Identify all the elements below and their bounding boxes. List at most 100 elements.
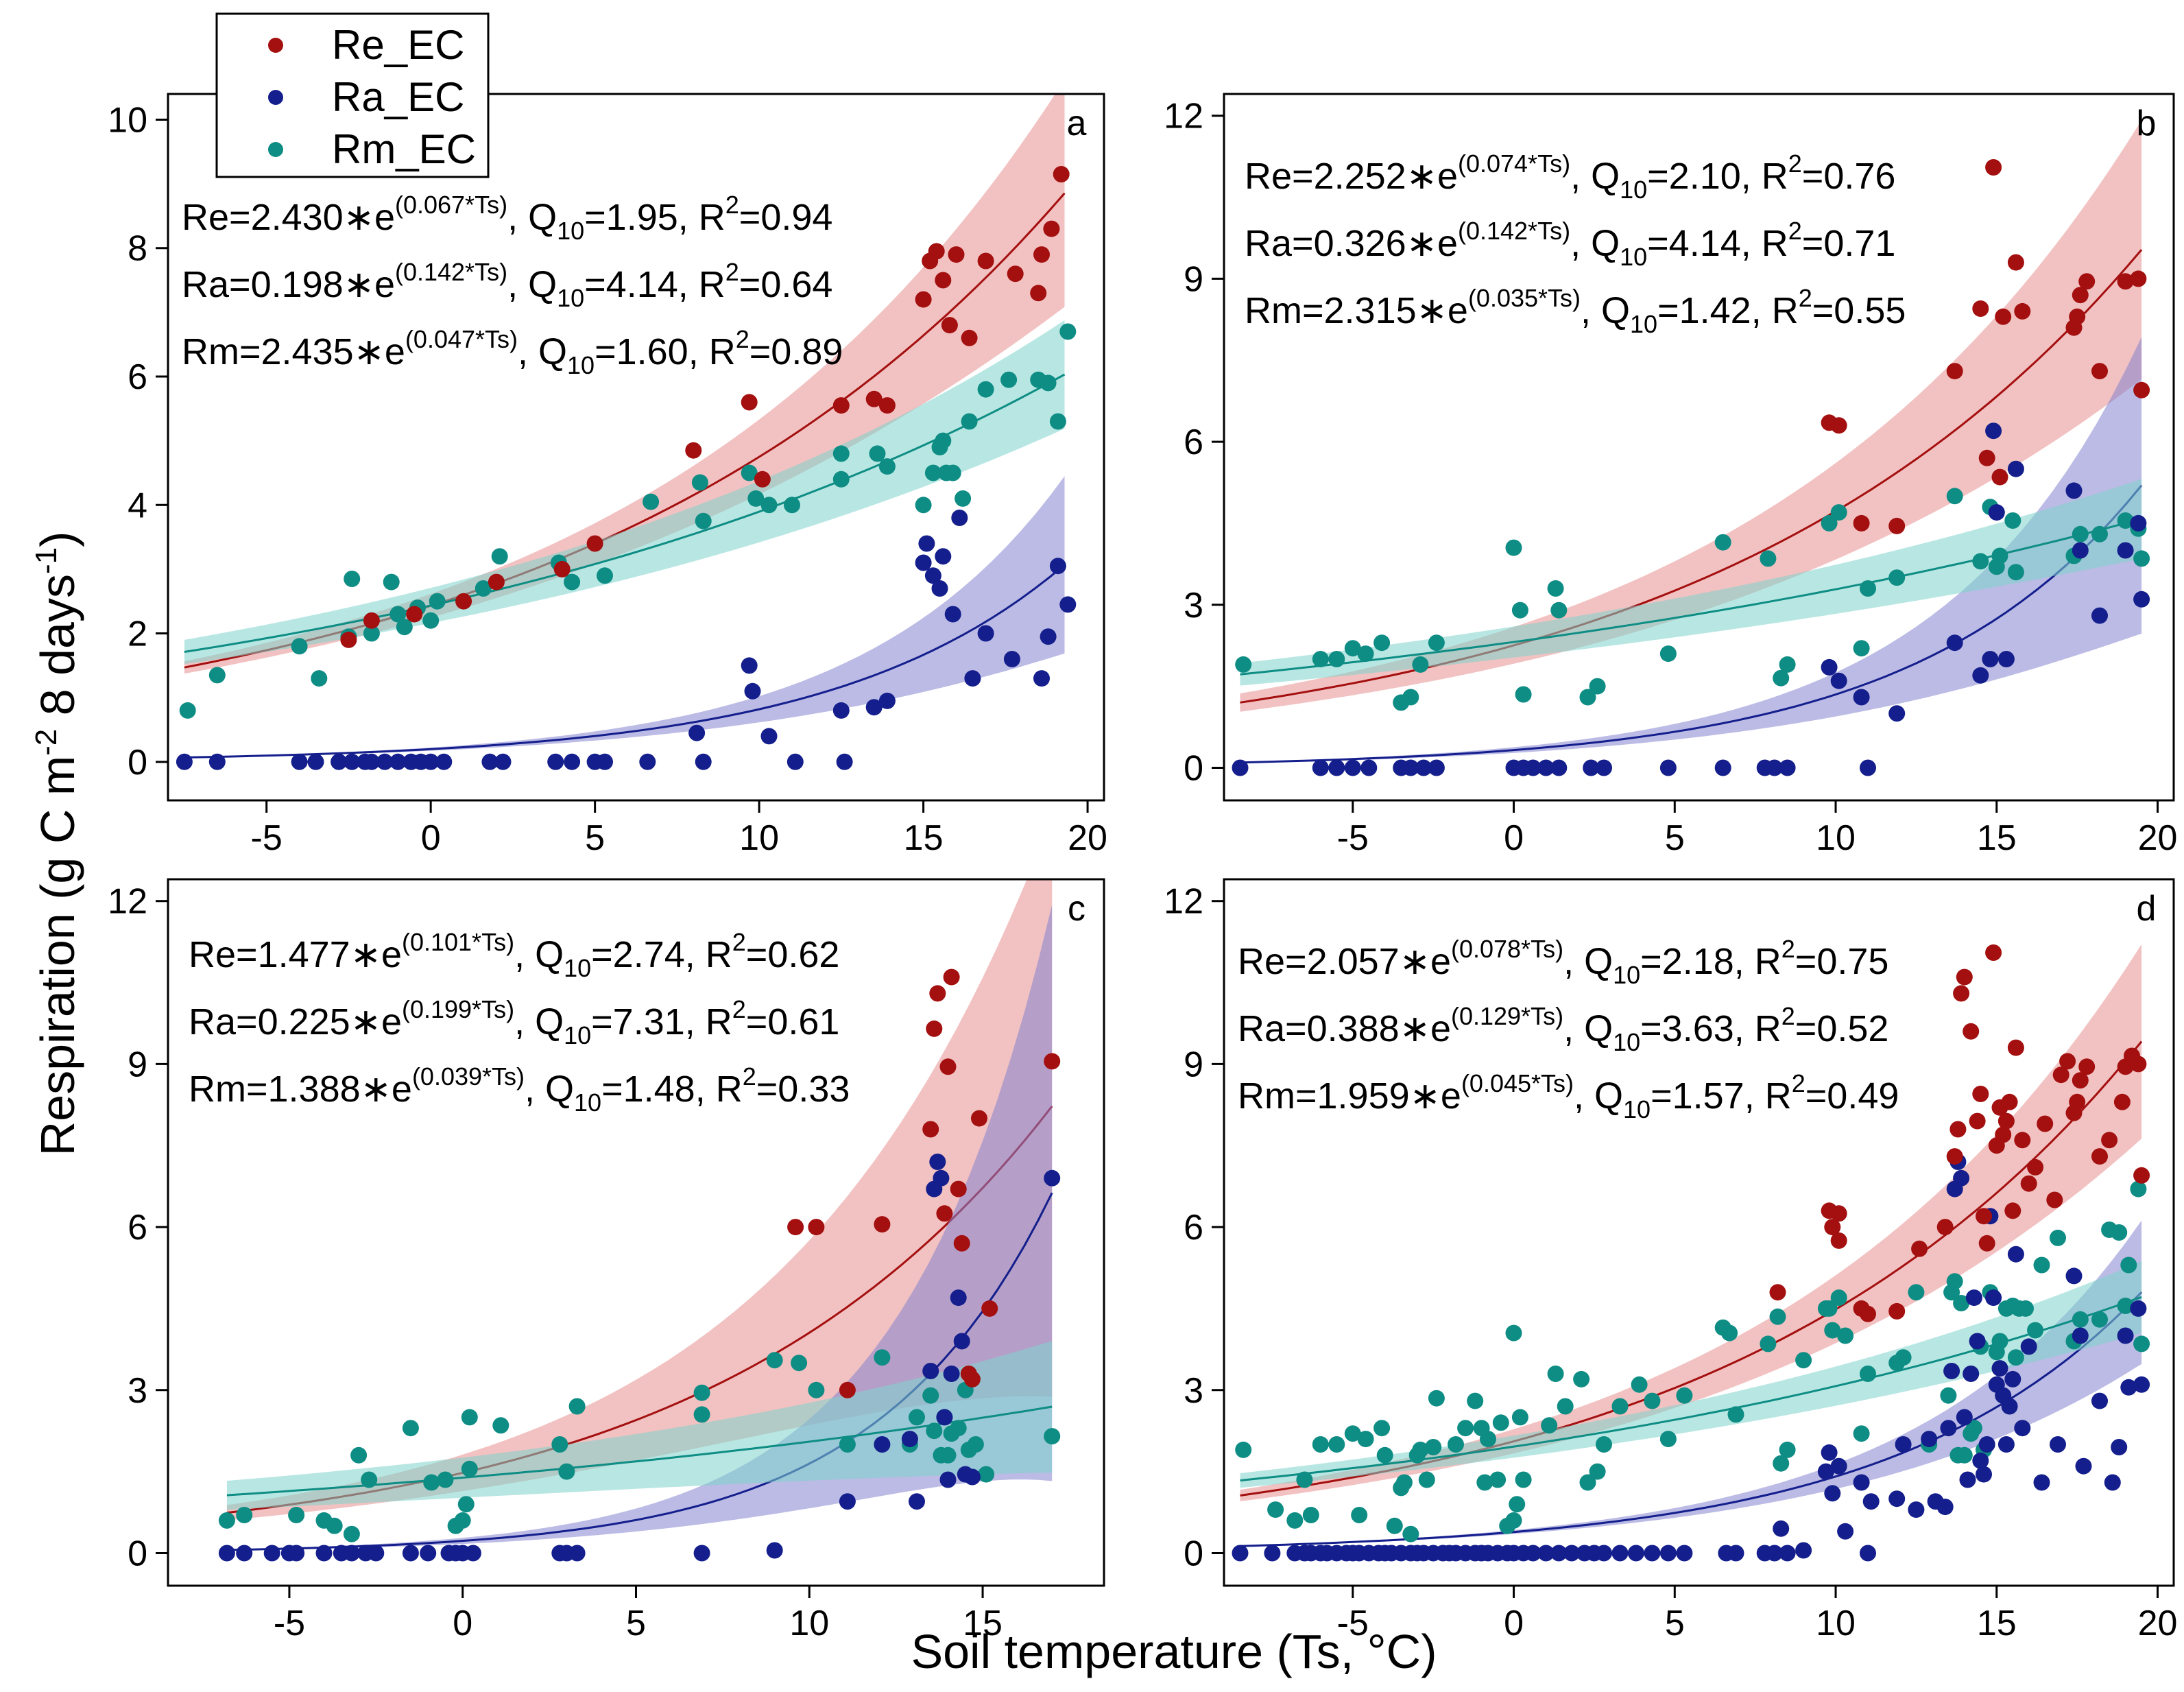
point-ra (1837, 1523, 1854, 1540)
eq-r-value: =0.55 (1812, 290, 1906, 331)
point-ra (1524, 1545, 1541, 1562)
point-re (2091, 363, 2108, 380)
point-rm (2117, 1298, 2134, 1314)
point-rm (1428, 634, 1445, 652)
point-rm (2027, 1322, 2044, 1339)
point-re (1769, 1284, 1786, 1301)
point-ra (1985, 1289, 2002, 1307)
point-rm (1286, 1512, 1304, 1529)
eq-r-value: =0.76 (1802, 156, 1896, 197)
point-rm (950, 1420, 967, 1437)
point-rm (1373, 1420, 1391, 1437)
point-re (2059, 1053, 2076, 1070)
point-ra (931, 580, 948, 597)
point-rm (457, 1496, 475, 1513)
point-ra (1860, 1545, 1876, 1562)
point-ra (935, 548, 952, 565)
eq-base: Ra=0.388∗e (1238, 1008, 1451, 1049)
point-rm (1821, 514, 1838, 532)
point-re (1043, 220, 1060, 237)
eq-exponent: (0.142*Ts) (1458, 217, 1570, 245)
point-ra (1908, 1501, 1925, 1518)
point-ra (2133, 591, 2150, 608)
point-ra (2065, 482, 2083, 499)
eq-exponent: (0.101*Ts) (402, 928, 514, 956)
point-ra (1991, 1360, 2008, 1377)
point-re (553, 560, 571, 577)
point-rm (1611, 1398, 1629, 1415)
eq-q-prefix: , Q (1570, 223, 1620, 264)
point-ra (1049, 558, 1066, 575)
point-ra (597, 753, 613, 770)
point-rm (1296, 1471, 1313, 1488)
point-rm (808, 1381, 825, 1398)
point-rm (784, 497, 800, 514)
y-tick-label: 6 (1184, 1208, 1203, 1248)
point-rm (491, 548, 508, 565)
point-rm (461, 1409, 478, 1426)
point-rm (343, 1525, 360, 1542)
point-rm (1386, 1517, 1403, 1534)
point-ra (2007, 1246, 2024, 1263)
point-re (1972, 300, 1989, 317)
point-ra (1550, 1545, 1568, 1562)
point-ra (389, 753, 407, 770)
point-ra (1059, 596, 1077, 613)
point-ra (787, 753, 804, 770)
point-re (1978, 449, 1995, 466)
point-ra (1985, 422, 2002, 440)
equation-re: Re=2.430∗e(0.067*Ts), Q10=1.95, R2=0.94 (182, 191, 832, 245)
equation-ra: Ra=0.326∗e(0.142*Ts), Q10=4.14, R2=0.71 (1245, 217, 1895, 271)
eq-q-prefix: , Q (1563, 1008, 1613, 1049)
point-rm (558, 1463, 575, 1480)
point-rm (1395, 1474, 1413, 1491)
point-re (939, 1058, 957, 1075)
point-rm (2072, 525, 2089, 543)
point-ra (1959, 1471, 1976, 1488)
point-ra (2072, 542, 2089, 559)
point-rm (1956, 1446, 1973, 1464)
fit-layer (184, 94, 1066, 759)
point-rm (179, 702, 196, 719)
eq-base: Ra=0.198∗e (182, 264, 395, 305)
point-ra (688, 724, 706, 741)
point-ra (1360, 759, 1378, 776)
point-rm (1235, 656, 1252, 673)
point-ra (1972, 1452, 1989, 1469)
eq-r-superscript: 2 (736, 325, 749, 353)
point-ra (2050, 1436, 2066, 1453)
point-rm (311, 670, 328, 687)
y-tick-label: 3 (1184, 586, 1203, 625)
point-rm (922, 1387, 939, 1404)
point-ra (547, 753, 564, 770)
fit-layer (1240, 120, 2143, 764)
eq-base: Ra=0.326∗e (1245, 223, 1458, 264)
point-rm (2050, 1229, 2066, 1246)
point-ra (1953, 1169, 1970, 1187)
point-ra (1963, 1366, 1980, 1382)
point-ra (741, 657, 758, 674)
point-ra (1821, 658, 1838, 676)
eq-r-superscript: 2 (743, 1062, 756, 1091)
point-ra (874, 1436, 891, 1453)
equation-rm: Rm=2.435∗e(0.047*Ts), Q10=1.60, R2=0.89 (182, 325, 843, 379)
point-ra (1830, 1457, 1847, 1475)
eq-r-superscript: 2 (725, 191, 739, 219)
x-tick-label: 0 (421, 818, 441, 858)
point-ra (1003, 651, 1020, 667)
eq-exponent: (0.045*Ts) (1461, 1069, 1574, 1097)
point-rm (1773, 1455, 1790, 1472)
point-re (340, 631, 357, 648)
y-tick-label: 6 (128, 1208, 147, 1248)
x-tick-label: 5 (1665, 1604, 1685, 1643)
eq-r-superscript: 2 (1792, 1069, 1805, 1097)
point-re (586, 535, 603, 552)
point-rm (1351, 1507, 1368, 1523)
point-rm (1489, 1471, 1507, 1488)
eq-r-value: =0.89 (749, 331, 843, 372)
point-re (2133, 381, 2150, 398)
plot-frame (1223, 878, 2175, 1587)
point-ra (1328, 759, 1345, 776)
